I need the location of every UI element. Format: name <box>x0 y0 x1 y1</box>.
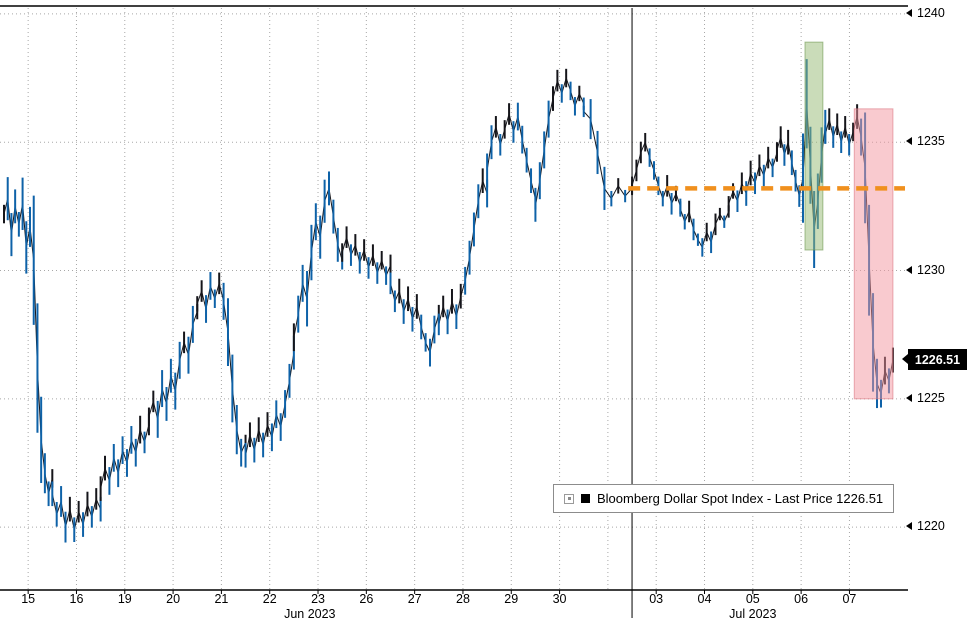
x-axis-day-label: 07 <box>842 592 857 606</box>
y-tick-value: 1230 <box>917 262 945 277</box>
y-axis-label: 1220 <box>906 519 945 533</box>
x-axis-day-label: 23 <box>311 592 325 606</box>
x-axis-day-label: 19 <box>117 592 132 606</box>
y-tick-value: 1220 <box>917 519 945 534</box>
x-axis-day-label: 06 <box>794 592 809 606</box>
x-axis-day-label: 20 <box>166 592 181 606</box>
last-price-label: 1226.51 <box>902 349 967 370</box>
y-axis-label: 1225 <box>906 391 945 405</box>
chart-frame <box>0 5 908 594</box>
x-axis-day-label: 30 <box>552 592 567 606</box>
x-axis-day-label: 26 <box>359 592 374 606</box>
legend-series-marker-icon <box>581 494 590 503</box>
y-tick-arrow-icon <box>906 265 912 274</box>
y-tick-arrow-icon <box>906 393 912 402</box>
price-arrow-icon <box>902 354 908 364</box>
legend-checkbox-dot-icon <box>567 497 571 500</box>
x-axis-day-label: 22 <box>262 592 277 606</box>
highlight-bands <box>804 41 894 400</box>
x-axis-day-label: 29 <box>504 592 519 606</box>
y-tick-arrow-icon <box>906 137 912 146</box>
y-axis-label: 1240 <box>906 6 945 20</box>
y-axis-label: 1235 <box>906 134 945 148</box>
y-tick-arrow-icon <box>906 8 912 17</box>
x-axis-day-label: 15 <box>21 592 36 606</box>
price-series <box>3 59 894 543</box>
x-axis-day-label: 04 <box>697 592 712 606</box>
y-tick-value: 1240 <box>917 5 945 20</box>
x-axis-month-label: Jun 2023 <box>284 607 336 621</box>
x-axis-day-label: 16 <box>69 592 84 606</box>
y-tick-arrow-icon <box>906 522 912 531</box>
y-tick-value: 1225 <box>917 390 945 405</box>
x-axis-month-label: Jul 2023 <box>729 607 777 621</box>
y-tick-value: 1235 <box>917 134 945 149</box>
last-price-value: 1226.51 <box>914 352 961 367</box>
y-axis-label: 1230 <box>906 263 945 277</box>
green-highlight-band <box>804 41 824 251</box>
x-axis-day-label: 28 <box>456 592 470 606</box>
legend-checkbox-icon <box>564 493 574 504</box>
red-highlight-band <box>853 108 894 400</box>
legend-label: Bloomberg Dollar Spot Index - Last Price… <box>597 491 884 506</box>
legend-box[interactable]: Bloomberg Dollar Spot Index - Last Price… <box>553 484 895 513</box>
x-axis-day-label: 03 <box>649 592 664 606</box>
x-axis-day-label: 05 <box>745 592 760 606</box>
x-axis-day-label: 21 <box>214 592 229 606</box>
x-axis-day-label: 27 <box>407 592 422 606</box>
